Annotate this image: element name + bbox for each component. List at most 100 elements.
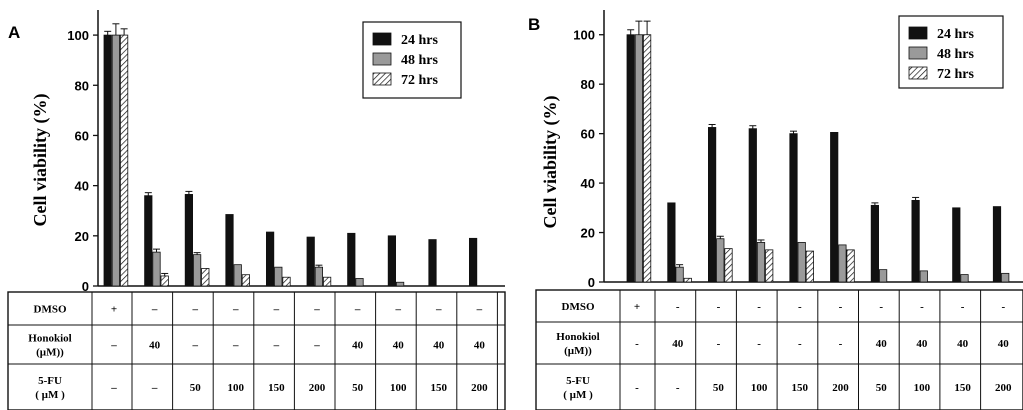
panel-b: B 0 20 40 60 80 100 Cell viability (%) 24 hrs 48 … <box>528 10 1023 410</box>
table-cell: – <box>151 382 158 394</box>
table-cell: - <box>676 301 680 313</box>
bar <box>919 270 928 283</box>
bar <box>675 266 684 283</box>
y-tick-label: 80 <box>581 77 595 92</box>
table-cell: 200 <box>995 382 1012 394</box>
table-cell: - <box>757 301 761 313</box>
bar <box>643 34 652 283</box>
legend-label: 48 hrs <box>937 47 975 62</box>
table-cell: - <box>839 338 843 350</box>
bar <box>241 274 250 287</box>
table-row-label: Honokiol (µM)) <box>556 331 599 357</box>
table-cell: – <box>151 304 158 316</box>
bar <box>1001 272 1010 283</box>
y-axis-label: Cell viability (%) <box>540 96 561 229</box>
table-cell: 50 <box>352 382 364 394</box>
bar <box>152 251 161 287</box>
table-cell: 40 <box>433 340 445 352</box>
bar <box>355 278 364 287</box>
bar <box>870 204 880 283</box>
bar <box>830 131 839 283</box>
table-cell: 40 <box>998 338 1010 350</box>
table-row-label: 5-FU( µM ) <box>563 375 593 401</box>
panel-letter: A <box>8 23 20 42</box>
bar <box>960 274 969 283</box>
table-cell: 40 <box>916 338 928 350</box>
bar <box>879 269 888 283</box>
table-cell: - <box>717 301 721 313</box>
table-cell: 40 <box>393 340 405 352</box>
bar <box>184 194 193 287</box>
bar <box>120 34 129 287</box>
table-cell: – <box>191 340 198 352</box>
table-cell: + <box>634 301 640 313</box>
table-cell: – <box>313 304 320 316</box>
table-cell: - <box>839 301 843 313</box>
bar <box>192 254 202 287</box>
table-cell: – <box>232 340 239 352</box>
y-tick-label: 40 <box>581 176 595 191</box>
bar <box>634 34 644 283</box>
legend-label: 24 hrs <box>401 33 439 48</box>
y-tick-label: 20 <box>581 226 595 241</box>
table-cell: 40 <box>876 338 888 350</box>
bar <box>797 242 806 283</box>
table-cell: - <box>676 382 680 394</box>
table-cell: – <box>313 340 320 352</box>
bar <box>428 239 437 287</box>
y-tick-label: 20 <box>75 229 89 244</box>
bar <box>838 244 847 283</box>
y-tick-label: 60 <box>75 128 89 143</box>
table-cell: - <box>798 301 802 313</box>
bar <box>667 202 676 283</box>
legend-swatch <box>372 52 392 66</box>
table-cell: 40 <box>957 338 969 350</box>
table-row-label: 5-FU( µM ) <box>35 375 65 401</box>
table-border <box>7 291 506 410</box>
bar <box>160 275 169 287</box>
table-cell: - <box>961 301 965 313</box>
bar <box>846 249 855 283</box>
table-row-label: Honokiol (µM)) <box>28 333 71 359</box>
table-cell: – <box>354 304 361 316</box>
bar <box>322 276 332 287</box>
table-cell: 150 <box>792 382 809 394</box>
table-cell: 200 <box>471 382 488 394</box>
table-cell: 50 <box>713 382 725 394</box>
bar <box>708 127 717 283</box>
bar <box>748 128 757 283</box>
table-cell: – <box>394 304 401 316</box>
table-row-label: DMSO <box>34 304 67 316</box>
y-tick-label: 80 <box>75 78 89 93</box>
table-cell: 200 <box>309 382 326 394</box>
table-cell: 100 <box>914 382 931 394</box>
y-tick-label: 40 <box>75 179 89 194</box>
bar <box>233 264 242 287</box>
table-cell: - <box>798 338 802 350</box>
legend-label: 72 hrs <box>401 73 439 88</box>
legend-swatch <box>372 32 392 46</box>
bar <box>683 277 692 283</box>
table-cell: - <box>757 338 761 350</box>
table-cell: – <box>435 304 442 316</box>
bar <box>387 235 397 287</box>
bar <box>992 206 1002 283</box>
legend-swatch <box>372 72 392 86</box>
bar <box>805 250 815 283</box>
table-cell: + <box>111 304 117 316</box>
table-cell: - <box>717 338 721 350</box>
table-cell: 150 <box>431 382 448 394</box>
table-cell: 40 <box>474 340 486 352</box>
bar <box>201 268 210 287</box>
table-cell: - <box>920 301 924 313</box>
table-cell: 50 <box>876 382 888 394</box>
panel-a: A 0 20 40 60 80 100 Cell viability (%) 24 hrs 48 … <box>7 10 506 410</box>
table-cell: – <box>110 382 117 394</box>
bar <box>724 248 733 283</box>
bar <box>716 238 725 283</box>
bar <box>347 232 356 287</box>
table-cell: – <box>273 304 280 316</box>
bar <box>225 214 234 287</box>
bar <box>789 133 798 283</box>
